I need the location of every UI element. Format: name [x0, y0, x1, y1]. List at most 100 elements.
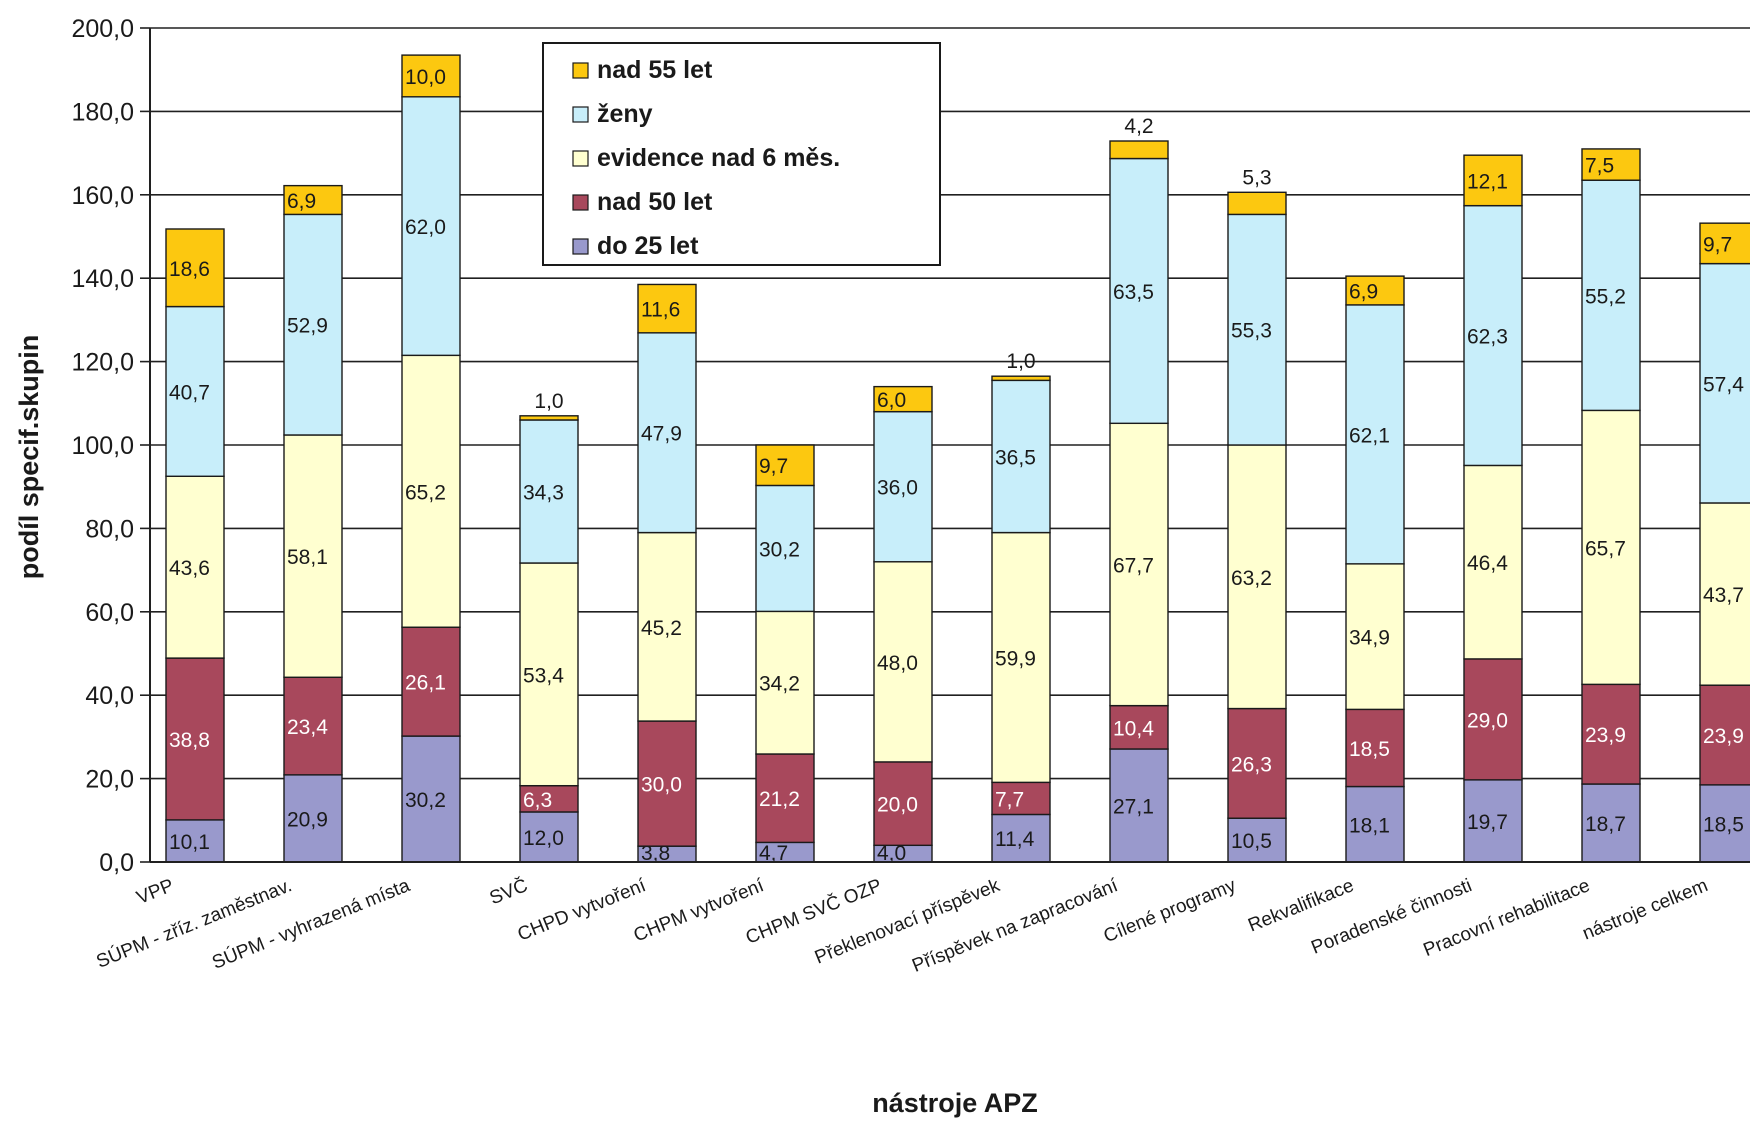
- value-label: 65,2: [405, 481, 446, 504]
- bars: [165, 54, 1750, 863]
- bar-segment: [519, 415, 579, 421]
- bar-segment: [1463, 658, 1523, 781]
- bar-segment: [637, 332, 697, 534]
- y-tick-label: 20,0: [85, 766, 134, 794]
- y-tick-label: 0,0: [99, 849, 134, 877]
- axes: [149, 28, 1750, 863]
- value-label: 9,7: [759, 455, 788, 478]
- legend-label: ženy: [597, 100, 653, 128]
- bar-segment: [1227, 707, 1287, 819]
- value-label: 45,2: [641, 617, 682, 640]
- value-label: 57,4: [1703, 373, 1744, 396]
- value-label: 18,6: [169, 258, 210, 281]
- value-label: 30,0: [641, 774, 682, 797]
- value-label: 6,3: [523, 789, 552, 812]
- value-label: 1,0: [1006, 350, 1035, 373]
- value-label: 4,2: [1124, 115, 1153, 138]
- x-category-label: SVČ: [486, 874, 530, 909]
- bar-segment: [1699, 502, 1750, 686]
- value-label: 67,7: [1113, 554, 1154, 577]
- value-label: 30,2: [405, 789, 446, 812]
- value-label: 4,7: [759, 842, 788, 865]
- bar-segment: [283, 676, 343, 776]
- bar-segment: [165, 228, 225, 308]
- value-label: 26,1: [405, 672, 446, 695]
- y-tick-label: 60,0: [85, 599, 134, 627]
- value-label: 43,7: [1703, 584, 1744, 607]
- bar-segment: [637, 283, 697, 334]
- x-category-label: CHPD vytvoření: [515, 875, 650, 946]
- bar-segment: [1227, 444, 1287, 710]
- legend-swatch: [572, 238, 589, 255]
- bar-segment: [873, 385, 933, 413]
- bar-segment: [755, 444, 815, 487]
- value-label: 5,3: [1242, 166, 1271, 189]
- y-tick-label: 160,0: [71, 182, 134, 210]
- value-label: 18,5: [1703, 813, 1744, 836]
- value-label: 40,7: [169, 381, 210, 404]
- y-tick-label: 80,0: [85, 515, 134, 543]
- value-label: 23,9: [1585, 724, 1626, 747]
- y-tick-label: 40,0: [85, 682, 134, 710]
- value-label: 34,9: [1349, 627, 1390, 650]
- bar-segment: [1345, 785, 1405, 863]
- bar-segment: [1345, 275, 1405, 306]
- bar-segment: [519, 784, 579, 813]
- legend-swatch: [572, 106, 589, 123]
- value-label: 10,1: [169, 831, 210, 854]
- value-label: 58,1: [287, 546, 328, 569]
- bar-segment: [637, 720, 697, 847]
- value-label: 26,3: [1231, 753, 1272, 776]
- bar-segment: [1699, 222, 1750, 265]
- value-label: 38,8: [169, 729, 210, 752]
- value-label: 3,8: [641, 842, 670, 865]
- value-label: 59,9: [995, 647, 1036, 670]
- value-labels: 10,1 38,8 43,6 40,7 18,6 20,9 23,4 58,1 52,9 6,9 3…: [169, 66, 1744, 865]
- value-label: 18,5: [1349, 738, 1390, 761]
- value-label: 18,1: [1349, 814, 1390, 837]
- bar-segment: [165, 475, 225, 659]
- value-label: 12,0: [523, 827, 564, 850]
- x-category-label: Cílené programy: [1101, 875, 1240, 947]
- value-label: 43,6: [169, 557, 210, 580]
- bar-segment: [755, 484, 815, 613]
- y-axis-title: podíl specif.skupin: [14, 335, 44, 580]
- bar-segment: [283, 774, 343, 863]
- legend-label: do 25 let: [597, 232, 699, 260]
- bar-segment: [637, 531, 697, 722]
- value-label: 65,7: [1585, 537, 1626, 560]
- value-label: 55,2: [1585, 285, 1626, 308]
- bar-segment: [401, 626, 461, 737]
- value-label: 7,5: [1585, 155, 1614, 178]
- x-category-label: Příspěvek na zapracování: [909, 875, 1121, 977]
- value-label: 63,2: [1231, 567, 1272, 590]
- y-tick-label: 180,0: [71, 98, 134, 126]
- value-label: 55,3: [1231, 320, 1272, 343]
- bar-segment: [873, 410, 933, 563]
- bar-segment: [991, 375, 1051, 382]
- bar-segment: [1581, 148, 1641, 181]
- value-label: 53,4: [523, 664, 564, 687]
- legend-swatch: [572, 62, 589, 79]
- bar-segment: [1463, 779, 1523, 863]
- value-label: 34,2: [759, 673, 800, 696]
- bar-segment: [1699, 262, 1750, 504]
- x-category-label: nástroje celkem: [1580, 875, 1711, 944]
- bar-segment: [873, 761, 933, 847]
- value-label: 62,3: [1467, 326, 1508, 349]
- value-label: 46,4: [1467, 552, 1508, 575]
- value-label: 11,6: [641, 299, 680, 322]
- bar-segment: [1463, 204, 1523, 467]
- value-label: 6,0: [877, 389, 906, 412]
- bar-segment: [283, 184, 343, 216]
- bar-segment: [519, 419, 579, 564]
- value-label: 23,9: [1703, 725, 1744, 748]
- value-label: 19,7: [1467, 811, 1508, 834]
- bar-segment: [1227, 817, 1287, 863]
- bar-segment: [165, 657, 225, 821]
- value-label: 30,2: [759, 538, 800, 561]
- value-label: 34,3: [523, 481, 564, 504]
- legend-label: evidence nad 6 měs.: [597, 144, 840, 172]
